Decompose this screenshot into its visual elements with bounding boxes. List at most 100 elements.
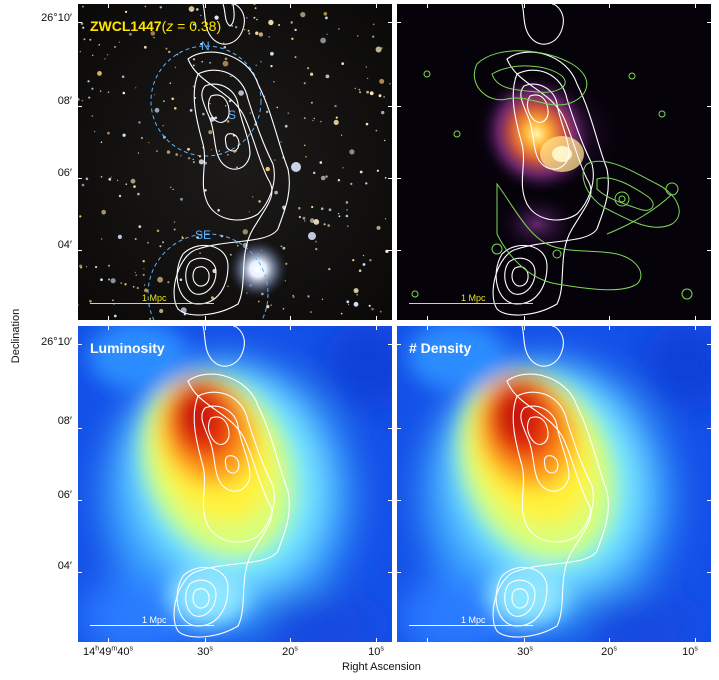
star bbox=[323, 223, 326, 226]
ra-tick-right-0: 30s bbox=[517, 645, 533, 658]
star bbox=[81, 99, 84, 102]
tick-mark bbox=[695, 4, 696, 8]
star bbox=[278, 24, 281, 26]
star bbox=[384, 139, 386, 142]
star bbox=[313, 219, 320, 225]
tick-mark bbox=[78, 178, 82, 179]
star bbox=[362, 263, 366, 266]
star bbox=[192, 158, 194, 161]
star bbox=[156, 229, 160, 233]
star bbox=[223, 46, 227, 49]
star bbox=[328, 208, 332, 212]
redshift-open: ( bbox=[161, 18, 167, 34]
star bbox=[154, 94, 156, 96]
tick-mark bbox=[290, 316, 291, 320]
tick-mark bbox=[397, 572, 401, 573]
star bbox=[169, 82, 172, 84]
star bbox=[122, 133, 126, 137]
star bbox=[107, 131, 110, 135]
star bbox=[148, 142, 150, 144]
star bbox=[365, 66, 367, 68]
star bbox=[150, 31, 156, 36]
star bbox=[280, 245, 283, 247]
star bbox=[230, 75, 232, 78]
star bbox=[337, 212, 340, 215]
star bbox=[358, 269, 362, 273]
star bbox=[284, 124, 288, 128]
star bbox=[231, 25, 233, 27]
star bbox=[114, 46, 116, 48]
star bbox=[162, 125, 164, 127]
star bbox=[298, 215, 301, 219]
star bbox=[290, 21, 293, 24]
redshift-var: z bbox=[166, 18, 174, 34]
star bbox=[180, 155, 182, 157]
star bbox=[137, 192, 140, 196]
tick-mark bbox=[388, 22, 392, 23]
star bbox=[357, 35, 359, 37]
scale-bar-line bbox=[409, 625, 533, 626]
star bbox=[163, 100, 165, 103]
star bbox=[345, 214, 349, 218]
star bbox=[309, 218, 315, 223]
tick-mark bbox=[108, 638, 109, 642]
luminosity-panel: Luminosity 1 Mpc bbox=[78, 326, 392, 642]
tick-mark bbox=[78, 572, 82, 573]
star bbox=[138, 121, 141, 124]
star bbox=[125, 10, 128, 13]
star bbox=[320, 207, 324, 210]
tick-mark bbox=[78, 106, 82, 107]
star bbox=[214, 116, 218, 120]
star bbox=[176, 53, 179, 56]
tick-mark bbox=[609, 316, 610, 320]
star bbox=[306, 67, 310, 70]
star bbox=[159, 245, 162, 248]
star bbox=[108, 278, 110, 281]
star bbox=[345, 201, 349, 204]
weak-lensing-contours bbox=[492, 326, 609, 638]
star bbox=[106, 54, 109, 56]
star bbox=[341, 62, 345, 65]
star bbox=[376, 225, 381, 230]
star bbox=[199, 252, 201, 255]
star bbox=[379, 78, 385, 84]
star bbox=[264, 95, 266, 98]
star bbox=[202, 112, 205, 116]
star bbox=[204, 189, 207, 192]
star bbox=[378, 94, 382, 98]
star bbox=[242, 229, 248, 235]
density-title: # Density bbox=[409, 340, 472, 356]
star bbox=[291, 37, 294, 40]
star bbox=[79, 215, 82, 218]
star bbox=[135, 274, 137, 276]
scale-bar-line bbox=[90, 303, 214, 304]
star bbox=[132, 285, 135, 288]
star bbox=[320, 37, 326, 44]
star bbox=[335, 116, 338, 119]
star bbox=[389, 83, 391, 85]
tick-mark bbox=[397, 428, 401, 429]
star bbox=[88, 96, 91, 99]
star bbox=[350, 182, 353, 185]
star bbox=[294, 56, 297, 59]
cluster-name: ZWCL1447 bbox=[90, 18, 162, 34]
tick-mark bbox=[707, 572, 711, 573]
star bbox=[142, 260, 145, 263]
star bbox=[82, 26, 85, 29]
star bbox=[255, 31, 259, 35]
ra-tick-right-2: 10s bbox=[682, 645, 698, 658]
star bbox=[338, 215, 341, 218]
star bbox=[246, 17, 248, 19]
star bbox=[310, 311, 312, 313]
dec-tick-top-0: 26°10′ bbox=[41, 12, 72, 24]
tick-mark bbox=[397, 106, 401, 107]
star bbox=[313, 117, 315, 120]
star bbox=[142, 273, 145, 276]
star bbox=[120, 282, 123, 284]
tick-mark bbox=[707, 250, 711, 251]
star bbox=[321, 298, 324, 300]
star bbox=[227, 153, 229, 156]
star bbox=[188, 6, 195, 12]
scale-bar-label: 1 Mpc bbox=[461, 615, 486, 625]
star bbox=[159, 6, 162, 9]
